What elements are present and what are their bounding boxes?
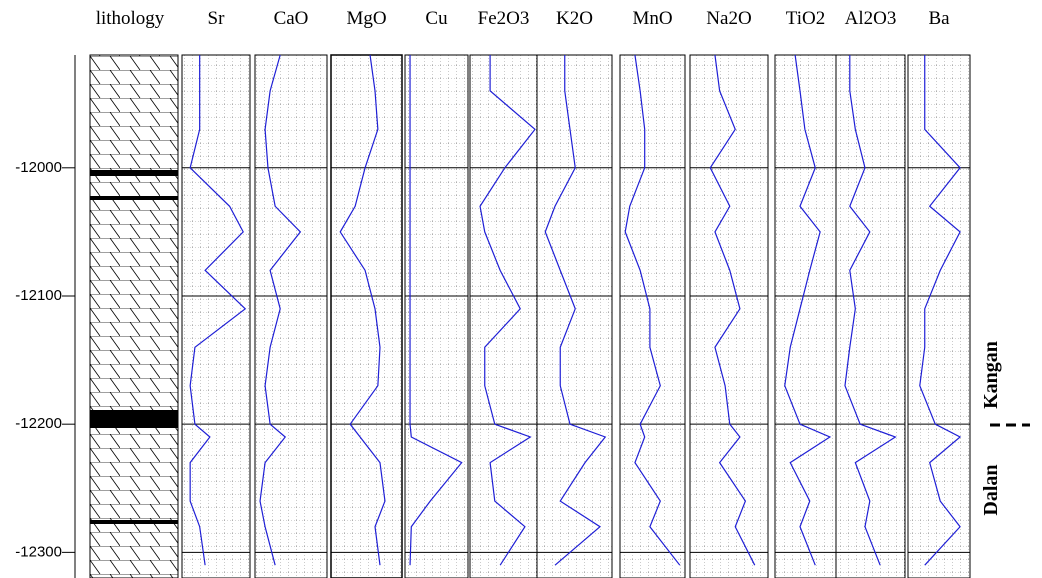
track-header: TiO2 bbox=[786, 8, 825, 29]
track-grid bbox=[908, 55, 970, 578]
lithology-band bbox=[90, 520, 178, 524]
track-frame bbox=[254, 54, 328, 578]
track-header: Sr bbox=[208, 8, 226, 29]
y-tick-label: -12000 bbox=[15, 159, 62, 176]
track-header: MnO bbox=[632, 8, 672, 29]
track-frame bbox=[404, 54, 469, 578]
track-frame bbox=[330, 54, 403, 578]
log-curve bbox=[784, 54, 832, 566]
track-header: Na2O bbox=[706, 8, 751, 29]
track-grid bbox=[182, 55, 250, 578]
track-frame bbox=[907, 54, 971, 578]
track-frame bbox=[835, 54, 906, 578]
track-grid bbox=[620, 55, 685, 578]
track-grid bbox=[775, 55, 836, 578]
track-frame bbox=[536, 54, 613, 578]
track-header: MgO bbox=[346, 8, 386, 29]
track-grid bbox=[836, 55, 905, 578]
log-curve bbox=[479, 55, 536, 566]
log-curve bbox=[189, 55, 247, 566]
formation-label: Kangan bbox=[980, 341, 1002, 409]
track-header: K2O bbox=[556, 8, 593, 29]
lithology-column bbox=[89, 54, 179, 578]
track-frame bbox=[181, 54, 251, 578]
log-curve bbox=[844, 55, 897, 566]
track-grid bbox=[331, 55, 402, 578]
log-curve bbox=[259, 54, 302, 566]
lithology-band bbox=[90, 170, 178, 176]
log-curve bbox=[409, 55, 463, 566]
formation-label: Dalan bbox=[980, 464, 1002, 515]
track-header: Fe2O3 bbox=[478, 8, 530, 29]
log-curve bbox=[919, 55, 962, 566]
track-grid bbox=[255, 55, 327, 578]
lithology-band bbox=[90, 410, 178, 428]
lithology-band bbox=[90, 196, 178, 200]
track-grid bbox=[405, 55, 468, 578]
track-grid bbox=[690, 55, 768, 578]
track-grid bbox=[470, 55, 537, 578]
log-curve bbox=[339, 54, 386, 566]
track-frame bbox=[619, 54, 686, 578]
track-frame bbox=[689, 54, 769, 578]
track-header: Cu bbox=[425, 8, 448, 29]
track-header: Ba bbox=[928, 8, 950, 29]
track-header: CaO bbox=[274, 8, 309, 29]
y-tick-label: -12300 bbox=[15, 543, 62, 560]
lithology-header: lithology bbox=[96, 8, 165, 29]
log-curve bbox=[624, 54, 681, 566]
track-header: Al2O3 bbox=[845, 8, 897, 29]
y-tick-label: -12100 bbox=[15, 287, 62, 304]
track-grid bbox=[537, 55, 612, 578]
log-curve bbox=[709, 54, 756, 566]
y-tick-label: -12200 bbox=[15, 415, 62, 432]
log-curve bbox=[544, 55, 607, 566]
